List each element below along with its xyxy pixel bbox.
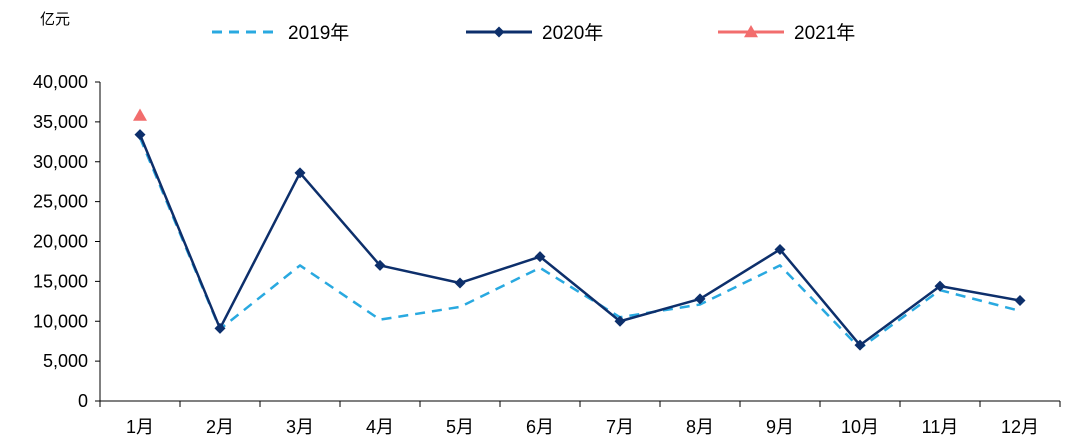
data-point-triangle [133,108,147,121]
series-line [138,134,1021,347]
y-tick-label: 35,000 [33,112,88,132]
series-layer [133,108,1026,351]
data-point-diamond [854,339,866,351]
x-tick-label: 7月 [606,417,634,437]
y-tick-label: 30,000 [33,152,88,172]
y-tick-label: 20,000 [33,232,88,252]
legend-label: 2021年 [794,22,855,44]
data-point-diamond [774,243,786,255]
x-tick-label: 9月 [766,417,794,437]
x-tick-label: 10月 [841,417,879,437]
y-tick-label: 0 [78,391,88,411]
legend-item-0: 2019年 [212,22,349,44]
y-tick-label: 5,000 [43,351,88,371]
x-tick-label: 5月 [446,417,474,437]
x-tick-label: 11月 [922,417,959,437]
legend-item-2: 2021年 [718,22,855,44]
data-point-diamond [934,280,946,292]
series-0 [138,137,1021,350]
y-tick-label: 15,000 [33,271,88,291]
x-tick-label: 12月 [1001,417,1039,437]
y-tick-label: 25,000 [33,192,88,212]
axes: 0 5,000 10,000 15,000 20,000 25,000 30,000 35,0… [33,72,1061,437]
legend-label: 2020年 [542,22,603,44]
data-point-diamond [214,322,226,334]
legend-item-1: 2020年 [466,22,603,44]
data-point-diamond [1014,295,1026,307]
x-tick-label: 2月 [206,417,234,437]
series-2 [133,108,147,121]
data-point-diamond [614,315,626,327]
x-tick-label: 6月 [526,417,554,437]
data-point-diamond [493,26,505,38]
data-point-triangle [744,25,758,38]
x-tick-label: 8月 [686,417,714,437]
legend-label: 2019年 [288,22,349,44]
series-1 [134,129,1026,351]
data-point-diamond [534,251,546,263]
y-tick-label: 10,000 [33,311,88,331]
series-line [138,137,1021,350]
x-tick-label: 4月 [366,417,394,437]
data-point-diamond [694,293,706,305]
y-unit-label: 亿元 [40,10,70,28]
data-point-diamond [454,277,466,289]
legend: 2019年 2020年 2021年 [212,22,855,44]
x-tick-label: 3月 [286,417,314,437]
y-tick-label: 40,000 [33,72,88,92]
data-point-diamond [294,167,306,179]
data-point-diamond [374,259,386,271]
data-point-diamond [134,129,146,141]
x-tick-label: 1月 [126,417,154,437]
